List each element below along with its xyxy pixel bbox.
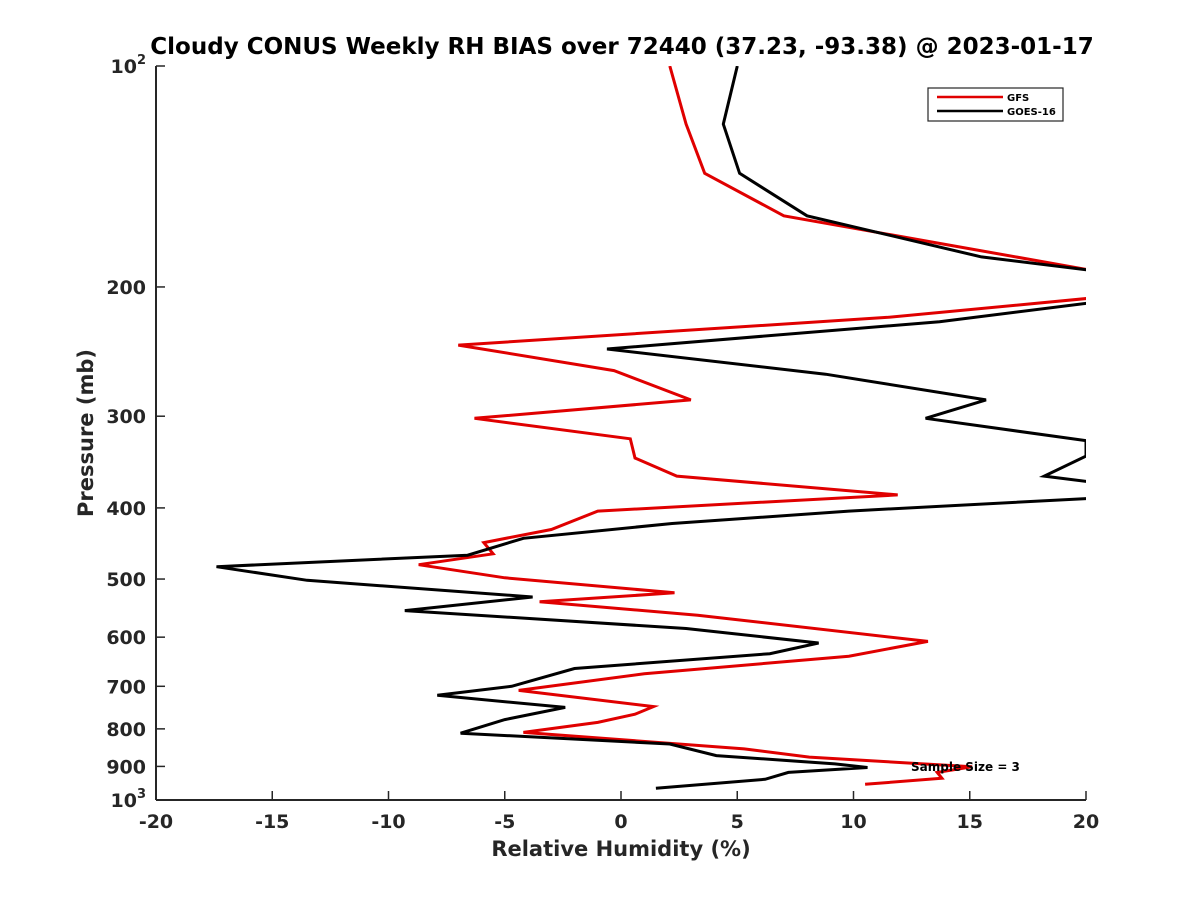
y-tick-label: 400 <box>106 498 146 520</box>
y-tick-label: 200 <box>106 277 146 299</box>
y-tick-label-base: 10 <box>111 56 137 78</box>
y-tick-label-base: 500 <box>106 569 146 591</box>
y-tick-label: 300 <box>106 406 146 428</box>
series-line-goes-16 <box>216 66 1086 790</box>
y-tick-label-base: 900 <box>106 756 146 778</box>
chart-title: Cloudy CONUS Weekly RH BIAS over 72440 (… <box>150 34 1093 60</box>
legend-box <box>927 87 1064 122</box>
y-tick-label-base: 200 <box>106 277 146 299</box>
x-axis-label: Relative Humidity (%) <box>491 837 750 861</box>
y-tick-label-exponent: 3 <box>137 787 146 802</box>
legend-label-goes-16: GOES-16 <box>1007 107 1056 118</box>
y-tick-label-base: 10 <box>111 790 137 812</box>
x-tick-label: -5 <box>494 811 515 833</box>
x-tick-label: -15 <box>255 811 289 833</box>
x-tick-label: 5 <box>731 811 744 833</box>
y-tick-label-base: 300 <box>106 406 146 428</box>
y-tick-label: 600 <box>106 627 146 649</box>
x-tick-label: 10 <box>840 811 866 833</box>
legend: GFS GOES-16 <box>927 87 1064 122</box>
y-tick-label-base: 800 <box>106 719 146 741</box>
y-tick-label: 103 <box>111 787 147 812</box>
y-tick-label: 700 <box>106 676 146 698</box>
y-tick-label: 102 <box>111 53 147 78</box>
sample-size-annotation: Sample Size = 3 <box>911 760 1020 774</box>
y-tick-label: 900 <box>106 756 146 778</box>
series-line-gfs <box>418 66 1086 786</box>
series-layer <box>216 66 1086 790</box>
y-axis-label: Pressure (mb) <box>74 349 98 517</box>
y-tick-label-base: 400 <box>106 498 146 520</box>
y-tick-label: 800 <box>106 719 146 741</box>
x-ticks: -20 -15 -10 -5 0 5 10 15 20 <box>139 791 1099 833</box>
y-tick-label-exponent: 2 <box>137 53 146 68</box>
y-tick-label-base: 600 <box>106 627 146 649</box>
y-tick-label-base: 700 <box>106 676 146 698</box>
x-tick-label: -10 <box>371 811 405 833</box>
legend-label-gfs: GFS <box>1007 93 1029 104</box>
y-tick-label: 500 <box>106 569 146 591</box>
x-tick-label: 0 <box>614 811 627 833</box>
x-tick-label: 15 <box>957 811 983 833</box>
x-tick-label: 20 <box>1073 811 1099 833</box>
x-tick-label: -20 <box>139 811 173 833</box>
